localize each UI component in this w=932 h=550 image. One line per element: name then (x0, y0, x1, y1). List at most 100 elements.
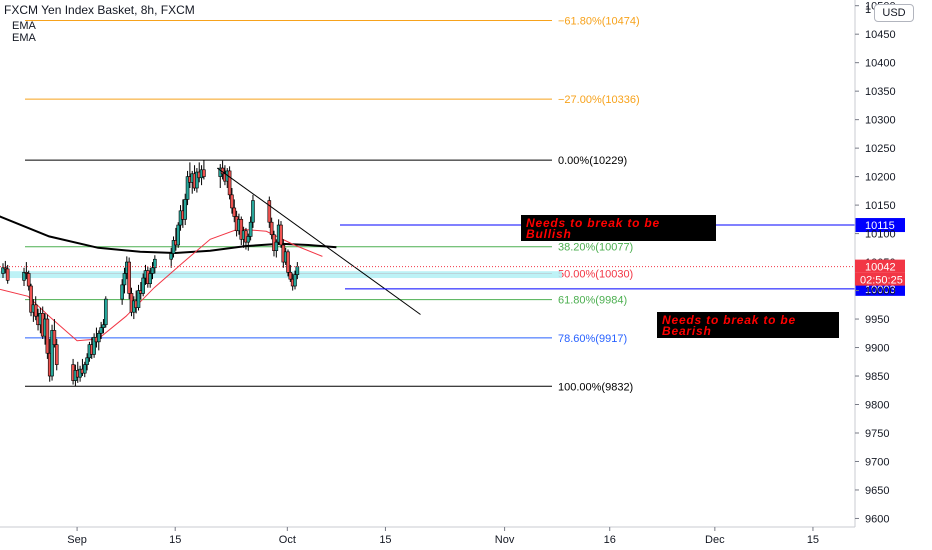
candle-body (85, 357, 89, 365)
candle-body (29, 285, 33, 313)
candle-body (22, 272, 26, 281)
annotation-text: Bullish (526, 227, 572, 241)
candle-body (248, 221, 253, 237)
price-axis-tick-label: 10250 (865, 143, 896, 155)
fib-level-label: 78.60%(9917) (558, 333, 627, 345)
candle-body (195, 171, 199, 189)
price-axis-tick-label: 10350 (865, 86, 896, 98)
fib-level-label: −27.00%(10336) (558, 94, 640, 106)
candle-body (45, 318, 50, 354)
candle-body (286, 251, 290, 273)
candle-body (136, 290, 141, 308)
candle-body (50, 330, 54, 377)
ema-slow-line (0, 215, 337, 255)
annotation-box (521, 215, 716, 241)
candle-body (274, 241, 279, 251)
candle-body (122, 273, 127, 286)
price-axis-tick-label: 9900 (865, 343, 889, 355)
price-axis-tick-label: 10100 (865, 229, 896, 241)
fib-level-label: 38.20%(10077) (558, 242, 633, 254)
annotation-box (657, 312, 839, 338)
indicator-label-ema-1[interactable]: EMA (12, 20, 36, 32)
candle-body (150, 267, 155, 274)
annotation-text: Needs to break to be (526, 216, 660, 230)
candle-body (24, 272, 29, 274)
candle-body (269, 221, 274, 236)
candle-body (82, 364, 87, 374)
time-axis-tick-label: 15 (807, 534, 819, 546)
candle-body (239, 219, 244, 240)
candle-body (251, 200, 255, 223)
candle-body (99, 327, 103, 334)
price-axis-tick-label: 10150 (865, 200, 896, 212)
candle-body (153, 258, 157, 269)
time-axis-tick-label: Sep (67, 534, 87, 546)
candle-body (52, 330, 57, 345)
price-axis-tick-label: 9950 (865, 314, 889, 326)
price-axis-tick-label: 9850 (865, 371, 889, 383)
candle-body (54, 344, 59, 365)
candle-body (26, 273, 31, 287)
candle-body (127, 261, 131, 294)
price-axis-tick-label: 9700 (865, 456, 889, 468)
candle-body (5, 268, 10, 281)
time-axis-tick-label: Dec (705, 534, 725, 546)
candle-body (293, 274, 297, 287)
trendline-line (216, 167, 421, 315)
price-axis-tick-label: 1 (865, 4, 871, 16)
chart-title: FXCM Yen Index Basket, 8h, FXCM (4, 3, 195, 17)
price-axis-tick-label: 10200 (865, 172, 896, 184)
candle-body (246, 236, 251, 243)
price-axis-tick-label: 10000 (865, 286, 896, 298)
time-axis-tick-label: 15 (169, 534, 181, 546)
annotation-text: Needs to break to be (662, 313, 796, 327)
candle-body (176, 224, 181, 246)
last-price-tag-text: 10042 (865, 262, 896, 274)
key-level-tag-text: 10003 (865, 284, 896, 296)
candle-body (33, 304, 38, 317)
fib-level-label: 0.00%(10229) (558, 155, 627, 167)
candle-body (101, 324, 106, 328)
countdown-tag (855, 272, 905, 286)
candle-body (288, 272, 293, 280)
candle-body (1, 267, 5, 274)
key-level-tag-text: 10115 (865, 220, 895, 232)
candle-body (232, 207, 237, 217)
candle-body (103, 298, 108, 326)
price-axis-tick-label: 9750 (865, 428, 889, 440)
price-axis-tick-label: 9650 (865, 485, 889, 497)
candle-body (171, 240, 176, 254)
fib-retracement: −61.80%(10474) −27.00%(10336) 0.00%(10229)… (25, 16, 640, 393)
candle-body (141, 277, 145, 294)
time-axis[interactable]: Sep 15 Oct 15 Nov 16 Dec 15 (0, 526, 855, 546)
price-axis[interactable]: 9600965097009750980098509900995010000100… (854, 0, 905, 527)
candle-body (267, 200, 272, 223)
fib-level-label: 61.80%(9984) (558, 295, 627, 307)
candle-body (185, 176, 190, 200)
currency-button[interactable]: USD (874, 4, 914, 22)
fib-level-label: 50.00%(10030) (558, 268, 633, 280)
annotation-text: Bearish (662, 324, 712, 338)
ema-lines (0, 215, 337, 342)
price-axis-tick-label: 10450 (865, 29, 896, 41)
time-axis-tick-label: 15 (379, 534, 391, 546)
candles (1, 160, 300, 387)
indicator-label-ema-2[interactable]: EMA (12, 32, 36, 44)
price-axis-tick-label: 10400 (865, 58, 896, 70)
price-axis-tick-label: 10300 (865, 115, 896, 127)
candle-body (3, 267, 8, 270)
candle-body (295, 266, 300, 275)
time-axis-tick-label: Nov (495, 534, 515, 546)
time-axis-tick-label: Oct (279, 534, 296, 546)
time-axis-tick-label: 16 (604, 534, 616, 546)
candle-body (202, 169, 206, 177)
fib-level-label: −61.80%(10474) (558, 16, 640, 28)
price-axis-tick-label: 9800 (865, 400, 889, 412)
support-zone-band (0, 271, 562, 279)
candle-body (183, 199, 188, 220)
candle-body (120, 284, 124, 300)
price-axis-tick-label: 9600 (865, 513, 889, 525)
candle-body (227, 170, 232, 196)
